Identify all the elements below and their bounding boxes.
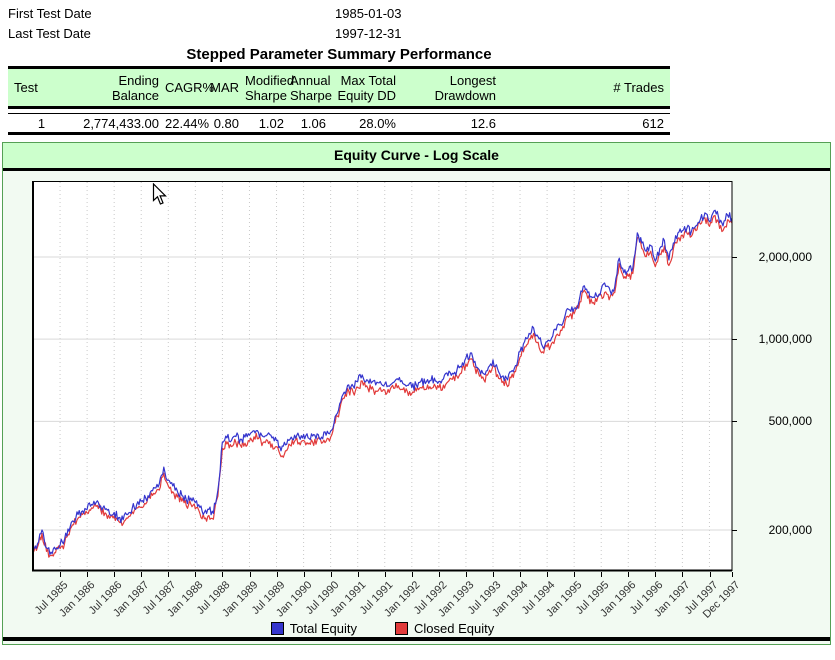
x-tick bbox=[195, 572, 197, 577]
col-header-num-trades: # Trades bbox=[502, 67, 670, 109]
last-test-date-label: Last Test Date bbox=[8, 26, 91, 41]
x-tick bbox=[655, 572, 657, 577]
cell-modified-sharpe: 1.02 bbox=[258, 115, 284, 131]
chart-title: Equity Curve - Log Scale bbox=[3, 143, 830, 168]
col-header-annual-sharpe: Annual Sharpe bbox=[290, 67, 332, 109]
legend-item-closed-equity: Closed Equity bbox=[394, 620, 495, 636]
col-header-max-total-equity-dd: Max Total Equity DD bbox=[332, 67, 402, 109]
cell-num-trades: 612 bbox=[642, 115, 664, 131]
x-tick bbox=[168, 572, 170, 577]
x-tick bbox=[60, 572, 62, 577]
last-test-date-value: 1997-12-31 bbox=[335, 26, 402, 41]
col-header-test: Test bbox=[8, 67, 75, 109]
col-header-ending-balance: Ending Balance bbox=[75, 67, 165, 109]
mouse-cursor-icon bbox=[152, 183, 167, 205]
x-tick bbox=[601, 572, 603, 577]
x-tick bbox=[114, 572, 116, 577]
cell-cagr: 22.44% bbox=[165, 115, 210, 131]
cell-annual-sharpe: 1.06 bbox=[300, 115, 326, 131]
x-tick bbox=[330, 572, 332, 577]
legend-label: Total Equity bbox=[289, 620, 357, 636]
x-tick bbox=[438, 572, 440, 577]
cell-test: 1 bbox=[37, 115, 46, 131]
y-tick bbox=[732, 421, 737, 423]
y-tick bbox=[732, 257, 737, 258]
x-tick bbox=[222, 572, 224, 577]
closed-equity-swatch bbox=[394, 621, 408, 635]
cell-mar: 0.80 bbox=[213, 115, 239, 131]
y-tick-label: 200,000 bbox=[768, 523, 812, 537]
x-tick bbox=[547, 572, 549, 577]
col-header-mar: MAR bbox=[210, 67, 245, 109]
summary-table-title: Stepped Parameter Summary Performance bbox=[186, 46, 492, 63]
x-tick bbox=[411, 572, 413, 577]
x-tick bbox=[493, 572, 494, 577]
col-header-modified-sharpe: Modified Sharpe bbox=[245, 67, 294, 109]
x-tick bbox=[384, 572, 386, 577]
total-equity-swatch bbox=[270, 621, 284, 635]
x-tick bbox=[276, 572, 278, 577]
x-tick bbox=[465, 572, 467, 577]
cell-ending-balance: 2,774,433.00 bbox=[83, 115, 159, 131]
last-test-date-row: Last Test Date 1997-12-31 bbox=[8, 26, 402, 44]
x-tick bbox=[574, 572, 576, 577]
x-tick bbox=[357, 572, 359, 577]
x-tick bbox=[249, 572, 251, 577]
col-header-cagr: CAGR% bbox=[165, 67, 214, 109]
x-tick bbox=[628, 572, 630, 577]
plot-background bbox=[33, 181, 732, 571]
y-tick-label: 1,000,000 bbox=[758, 332, 812, 347]
y-tick bbox=[732, 530, 737, 531]
first-test-date-value: 1985-01-03 bbox=[335, 6, 402, 21]
title-divider bbox=[3, 168, 830, 171]
equity-curve-panel: Equity Curve - Log Scale Total Equity Cl… bbox=[2, 142, 831, 645]
x-tick bbox=[87, 572, 89, 577]
y-tick bbox=[732, 339, 737, 341]
chart-legend: Total Equity Closed Equity bbox=[32, 620, 733, 636]
col-header-longest-drawdown: Longest Drawdown bbox=[402, 67, 502, 109]
legend-label: Closed Equity bbox=[413, 620, 495, 636]
x-tick bbox=[732, 572, 733, 577]
cell-longest-drawdown: 12.6 bbox=[470, 115, 496, 131]
performance-table: Test Ending Balance CAGR% MAR Modified S… bbox=[8, 66, 670, 135]
summary-section: Stepped Parameter Summary Performance Te… bbox=[8, 46, 670, 135]
x-tick bbox=[682, 572, 684, 577]
x-tick bbox=[141, 572, 143, 577]
x-tick bbox=[709, 572, 711, 577]
total-equity-line bbox=[32, 209, 733, 556]
first-test-date-row: First Test Date 1985-01-03 bbox=[8, 6, 402, 24]
legend-item-total-equity: Total Equity bbox=[270, 620, 357, 636]
plot-area[interactable] bbox=[32, 181, 733, 572]
y-tick-label: 2,000,000 bbox=[758, 250, 812, 264]
table-row[interactable]: 1 2,774,433.00 22.44% 0.80 1.02 1.06 28.… bbox=[8, 114, 670, 134]
table-header-row: Test Ending Balance CAGR% MAR Modified S… bbox=[8, 67, 670, 109]
y-tick-label: 500,000 bbox=[768, 414, 812, 429]
header-gap-rule bbox=[8, 107, 670, 114]
x-tick bbox=[520, 572, 521, 577]
first-test-date-label: First Test Date bbox=[8, 6, 92, 21]
cell-max-total-equity-dd: 28.0% bbox=[359, 115, 396, 131]
x-tick bbox=[303, 572, 305, 577]
panel-bottom-rule bbox=[3, 637, 830, 641]
